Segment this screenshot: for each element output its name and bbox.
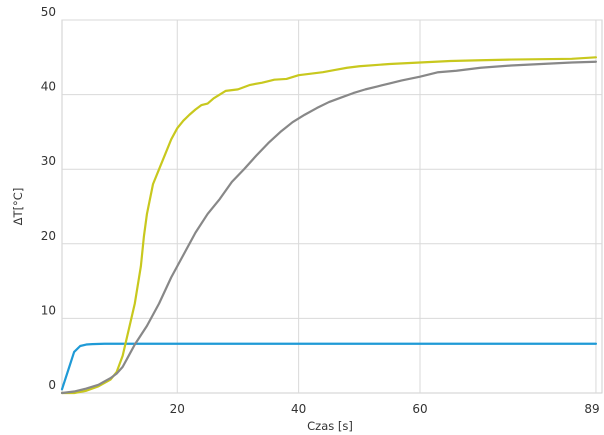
y-tick-label: 10 — [41, 303, 56, 317]
plot-frame — [61, 19, 603, 394]
y-tick-label: 20 — [41, 229, 56, 243]
series-line-2 — [60, 56, 598, 395]
y-axis-title: ΔT[°C] — [11, 188, 25, 226]
x-tick-label: 89 — [584, 402, 599, 416]
x-tick-label: 20 — [170, 402, 185, 416]
tick-layer: 0 10 20 30 40 50 20 40 60 89 — [41, 5, 600, 416]
grid-layer — [61, 19, 603, 394]
x-tick-label: 60 — [412, 402, 427, 416]
y-tick-label: 0 — [48, 378, 56, 392]
y-tick-label: 30 — [41, 154, 56, 168]
x-tick-label: 40 — [291, 402, 306, 416]
x-axis-title: Czas [s] — [307, 419, 353, 433]
y-tick-label: 50 — [41, 5, 56, 19]
y-tick-label: 40 — [41, 80, 56, 94]
series-line-3 — [60, 60, 598, 395]
series-line-1 — [60, 342, 598, 391]
series-layer — [60, 56, 598, 395]
